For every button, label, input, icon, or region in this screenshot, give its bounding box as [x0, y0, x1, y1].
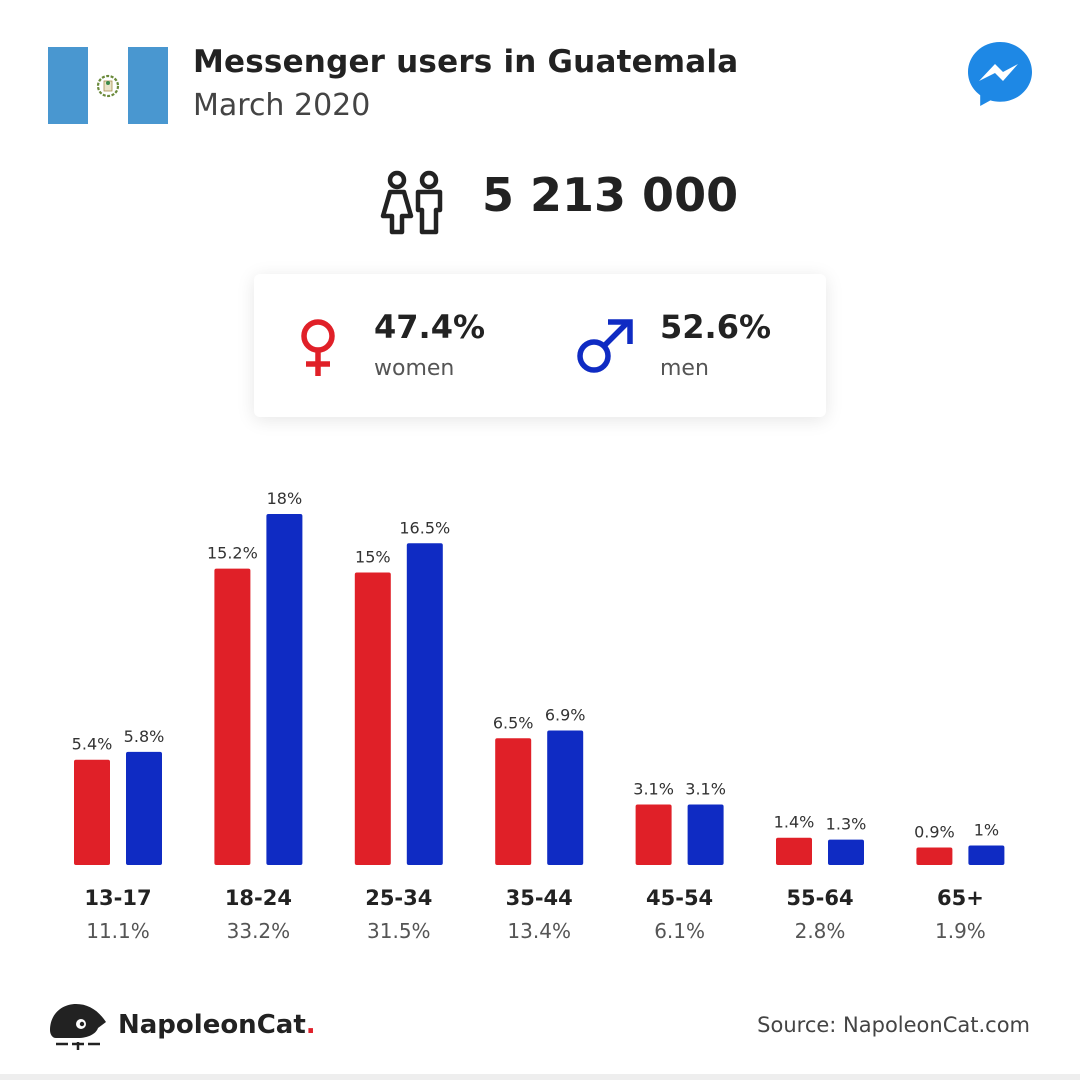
data-label-men-55-64: 1.3% — [826, 815, 867, 834]
men-label: men — [660, 356, 709, 381]
bar-men-35-44 — [547, 730, 584, 865]
bar-men-45-54 — [687, 804, 724, 865]
data-label-men-65+: 1% — [974, 821, 999, 840]
data-label-men-25-34: 16.5% — [399, 518, 450, 537]
category-label-55-64: 55-64 — [786, 886, 853, 910]
category-total-25-34: 31.5% — [367, 919, 431, 943]
users-icon — [380, 170, 443, 235]
bar-women-35-44 — [495, 738, 532, 865]
bar-men-25-34 — [406, 543, 443, 865]
women-label: women — [374, 356, 455, 381]
category-total-65+: 1.9% — [935, 919, 986, 943]
category-label-25-34: 25-34 — [365, 886, 432, 910]
category-total-35-44: 13.4% — [507, 919, 571, 943]
category-total-18-24: 33.2% — [227, 919, 291, 943]
data-label-men-18-24: 18% — [267, 489, 303, 508]
data-label-women-13-17: 5.4% — [72, 735, 113, 754]
category-total-55-64: 2.8% — [795, 919, 846, 943]
messenger-icon — [968, 42, 1032, 106]
data-label-women-25-34: 15% — [355, 548, 391, 567]
bar-men-55-64 — [828, 839, 864, 865]
men-percentage: 52.6% — [660, 308, 772, 346]
category-label-35-44: 35-44 — [506, 886, 573, 910]
page-title: Messenger users in Guatemala — [193, 44, 739, 80]
women-percentage: 47.4% — [374, 308, 486, 346]
data-label-women-45-54: 3.1% — [633, 780, 674, 799]
data-label-men-13-17: 5.8% — [124, 727, 165, 746]
age-gender-bar-chart: 5.4% 5.8% 13-17 11.1% 15.2% 18% 18-24 33.2% 15% 1… — [72, 489, 1005, 943]
bar-women-45-54 — [635, 804, 672, 865]
data-label-women-65+: 0.9% — [914, 822, 955, 841]
data-label-women-18-24: 15.2% — [207, 544, 258, 563]
napoleoncat-brand: NapoleonCat. — [118, 1010, 316, 1040]
data-label-women-55-64: 1.4% — [774, 813, 815, 832]
bar-men-18-24 — [266, 514, 303, 865]
bar-men-13-17 — [126, 751, 162, 865]
data-label-women-35-44: 6.5% — [493, 713, 534, 732]
bottom-divider — [0, 1074, 1080, 1080]
category-total-13-17: 11.1% — [86, 919, 150, 943]
male-symbol-icon — [577, 319, 633, 373]
bar-women-65+ — [916, 847, 953, 865]
female-symbol-icon — [301, 319, 335, 376]
category-label-45-54: 45-54 — [646, 886, 713, 910]
source-credit: Source: NapoleonCat.com — [757, 1013, 1030, 1037]
data-label-men-45-54: 3.1% — [685, 780, 726, 799]
flag-emblem-icon — [96, 74, 120, 98]
category-label-18-24: 18-24 — [225, 886, 292, 910]
bar-women-55-64 — [776, 837, 812, 865]
bar-men-65+ — [968, 845, 1005, 865]
bar-women-13-17 — [74, 759, 110, 865]
category-total-45-54: 6.1% — [654, 919, 705, 943]
data-label-men-35-44: 6.9% — [545, 705, 586, 724]
page-subtitle: March 2020 — [193, 88, 371, 123]
napoleoncat-logo-icon — [50, 1004, 106, 1050]
guatemala-flag-icon — [48, 47, 168, 124]
bar-women-18-24 — [214, 568, 251, 865]
category-label-13-17: 13-17 — [84, 886, 151, 910]
category-label-65+: 65+ — [937, 886, 984, 910]
total-users-value: 5 213 000 — [482, 168, 739, 222]
bar-women-25-34 — [354, 572, 391, 865]
gender-split-card: 47.4% women 52.6% men — [254, 274, 826, 417]
